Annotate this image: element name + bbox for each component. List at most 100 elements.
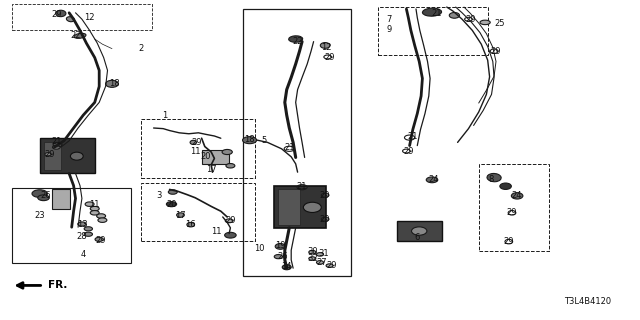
Text: 17: 17	[175, 211, 186, 220]
Ellipse shape	[511, 193, 523, 199]
Ellipse shape	[32, 190, 47, 197]
Bar	[479, 164, 549, 251]
Text: 28: 28	[77, 232, 87, 241]
Ellipse shape	[226, 164, 235, 168]
Bar	[141, 119, 255, 178]
Ellipse shape	[84, 227, 93, 231]
Text: 25: 25	[494, 19, 504, 28]
Text: 23: 23	[35, 212, 45, 220]
Ellipse shape	[56, 10, 66, 17]
Text: T3L4B4120: T3L4B4120	[564, 297, 611, 306]
Ellipse shape	[90, 206, 99, 211]
Text: 6: 6	[415, 233, 420, 242]
Ellipse shape	[321, 43, 330, 48]
Text: 29: 29	[504, 237, 514, 246]
Text: 13: 13	[77, 220, 87, 229]
Text: 8: 8	[489, 175, 494, 184]
Text: 26: 26	[278, 252, 288, 261]
Text: 20: 20	[201, 152, 211, 161]
Text: 20: 20	[166, 200, 177, 209]
Text: 29: 29	[326, 261, 337, 270]
Ellipse shape	[412, 227, 427, 235]
Ellipse shape	[309, 250, 316, 254]
Text: 29: 29	[192, 138, 202, 147]
Ellipse shape	[303, 202, 321, 212]
Text: 29: 29	[507, 208, 517, 217]
Ellipse shape	[487, 173, 501, 182]
Ellipse shape	[243, 137, 257, 144]
Text: 11: 11	[90, 200, 100, 209]
Text: 29: 29	[225, 216, 236, 225]
Text: 21: 21	[431, 9, 442, 18]
Ellipse shape	[168, 190, 177, 194]
Bar	[52, 189, 70, 209]
Ellipse shape	[190, 140, 196, 145]
Text: 12: 12	[321, 43, 332, 52]
Text: 10: 10	[254, 244, 264, 253]
Text: 2: 2	[138, 44, 143, 53]
Bar	[44, 142, 61, 170]
Bar	[12, 188, 131, 263]
Text: 7: 7	[387, 15, 392, 24]
Text: 11: 11	[211, 228, 221, 236]
Ellipse shape	[177, 213, 184, 217]
Text: 27: 27	[316, 258, 326, 267]
Ellipse shape	[187, 222, 195, 227]
Bar	[12, 4, 152, 30]
Ellipse shape	[38, 195, 49, 201]
Text: 29: 29	[96, 236, 106, 245]
Bar	[202, 150, 229, 164]
Ellipse shape	[275, 244, 285, 249]
Bar	[378, 7, 488, 55]
Text: 21: 21	[408, 132, 418, 141]
Bar	[278, 189, 300, 225]
Text: 18: 18	[109, 79, 119, 88]
Ellipse shape	[74, 33, 86, 38]
Ellipse shape	[95, 237, 104, 242]
Ellipse shape	[309, 257, 316, 260]
Text: 29: 29	[324, 53, 335, 62]
Ellipse shape	[274, 255, 283, 259]
Text: 5: 5	[261, 136, 266, 145]
Text: 22: 22	[292, 37, 303, 46]
Text: 19: 19	[275, 241, 285, 250]
Ellipse shape	[500, 183, 511, 189]
Bar	[40, 138, 95, 173]
Ellipse shape	[70, 152, 83, 160]
Ellipse shape	[317, 260, 323, 264]
Bar	[274, 186, 326, 228]
Ellipse shape	[78, 222, 86, 226]
Text: 29: 29	[491, 47, 501, 56]
Bar	[243, 9, 351, 276]
Text: 29: 29	[51, 10, 61, 19]
Text: 29: 29	[320, 191, 330, 200]
Text: 29: 29	[45, 150, 55, 159]
Ellipse shape	[326, 264, 333, 268]
Text: 3: 3	[156, 191, 161, 200]
Ellipse shape	[480, 20, 490, 25]
Text: FR.: FR.	[48, 280, 67, 291]
Ellipse shape	[317, 253, 323, 256]
Text: 29: 29	[320, 215, 330, 224]
Text: 12: 12	[84, 13, 95, 22]
Text: 1: 1	[163, 111, 168, 120]
Text: 24: 24	[429, 175, 439, 184]
Text: 21: 21	[284, 143, 294, 152]
Ellipse shape	[282, 265, 291, 270]
Text: 18: 18	[244, 135, 255, 144]
Text: 22: 22	[70, 31, 81, 40]
Text: 21: 21	[51, 137, 61, 146]
Ellipse shape	[98, 218, 107, 222]
Ellipse shape	[426, 177, 438, 183]
Text: 26: 26	[41, 191, 51, 200]
Text: 4: 4	[81, 250, 86, 259]
Ellipse shape	[67, 17, 74, 22]
Ellipse shape	[106, 80, 118, 87]
Text: 31: 31	[318, 249, 328, 258]
Ellipse shape	[45, 153, 51, 156]
Ellipse shape	[166, 202, 177, 207]
Text: 16: 16	[186, 220, 196, 229]
Bar	[141, 183, 255, 241]
Ellipse shape	[422, 8, 442, 16]
Ellipse shape	[97, 214, 106, 218]
